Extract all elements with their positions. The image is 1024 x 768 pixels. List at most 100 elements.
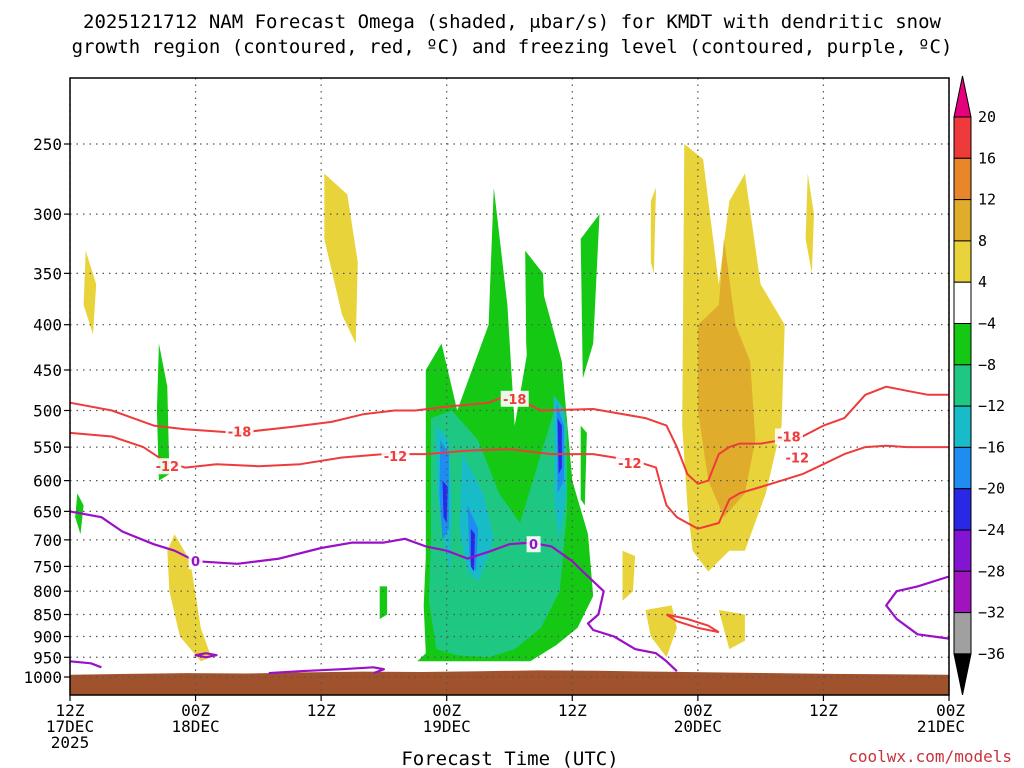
colorbar-label-3: 8 bbox=[978, 232, 987, 250]
colorbar-label-2: 12 bbox=[978, 191, 996, 209]
freezing-label-1: 0 bbox=[529, 538, 538, 553]
omega-region-20 bbox=[645, 605, 677, 658]
x-tick-label-72-1: 12Z bbox=[809, 701, 838, 720]
dgz-label-bg-0 bbox=[225, 423, 254, 440]
x-tick-label-12-2: 18DEC bbox=[171, 717, 219, 736]
y-tick-label-650: 650 bbox=[33, 502, 62, 521]
y-tick-label-900: 900 bbox=[33, 627, 62, 646]
dgz-label-0: -18 bbox=[228, 425, 252, 440]
freezing-contour-2 bbox=[194, 652, 218, 659]
colorbar-label-10: −24 bbox=[978, 521, 1005, 539]
dgz-label-6: -12 bbox=[786, 451, 810, 466]
omega-region-12 bbox=[459, 454, 494, 582]
x-tick-label-84-2: 21DEC bbox=[917, 717, 965, 736]
omega-region-6 bbox=[525, 250, 547, 455]
x-tick-label-48-1: 12Z bbox=[558, 701, 587, 720]
dgz-label-5: -18 bbox=[777, 431, 801, 446]
freezing-label-0: 0 bbox=[191, 555, 200, 570]
dgz-contour--18 bbox=[69, 385, 949, 485]
omega-region-19 bbox=[557, 418, 562, 475]
colorbar-segment-9 bbox=[953, 446, 972, 490]
colorbar-segment-1 bbox=[953, 116, 972, 159]
freezing-level-layer: 00 bbox=[69, 510, 950, 675]
y-axis: 250 300 350 400 450 500 550 600 650 700 750 800 850 9… bbox=[23, 135, 70, 687]
omega-shading-layer bbox=[75, 144, 814, 662]
omega-region-2 bbox=[167, 534, 212, 662]
x-tick-label-60-1: 00Z bbox=[683, 701, 712, 720]
y-tick-label-750: 750 bbox=[33, 557, 62, 576]
y-tick-label-700: 700 bbox=[33, 531, 62, 550]
x-axis-label: Forecast Time (UTC) bbox=[401, 748, 618, 768]
dgz-label-bg-5 bbox=[774, 428, 803, 445]
x-tick-label-0-1: 12Z bbox=[56, 701, 85, 720]
colorbar-segment-5 bbox=[953, 281, 972, 325]
colorbar-label-9: −20 bbox=[978, 480, 1005, 498]
y-tick-label-800: 800 bbox=[33, 582, 62, 601]
chart-title-line-1: 2025121712 NAM Forecast Omega (shaded, μ… bbox=[83, 11, 941, 33]
omega-region-3 bbox=[156, 343, 170, 481]
colorbar-label-6: −8 bbox=[978, 356, 996, 374]
colorbar-segment-8 bbox=[953, 405, 972, 448]
y-tick-label-600: 600 bbox=[33, 472, 62, 491]
omega-region-24 bbox=[805, 173, 814, 274]
omega-region-17 bbox=[442, 480, 448, 523]
dgz-label-4: -12 bbox=[618, 457, 642, 472]
y-tick-label-350: 350 bbox=[33, 264, 62, 283]
freezing-label-bg-1 bbox=[526, 536, 541, 553]
colorbar-label-5: −4 bbox=[978, 315, 996, 333]
freezing-label-bg-0 bbox=[188, 553, 203, 570]
plot-frame bbox=[69, 77, 950, 696]
dgz-label-bg-4 bbox=[615, 454, 644, 471]
x-tick-label-12-1: 00Z bbox=[181, 701, 210, 720]
dgz-label-2: -12 bbox=[384, 450, 408, 465]
dgz-label-bg-3 bbox=[500, 390, 529, 407]
colorbar-segment-4 bbox=[953, 240, 972, 283]
y-tick-label-850: 850 bbox=[33, 606, 62, 625]
terrain-band bbox=[70, 670, 949, 695]
freezing-contour-3 bbox=[268, 666, 385, 675]
x-tick-label-0-2: 17DEC bbox=[46, 717, 94, 736]
colorbar-segment-3 bbox=[953, 199, 972, 242]
colorbar-segment-7 bbox=[953, 364, 972, 407]
y-tick-label-500: 500 bbox=[33, 402, 62, 421]
freezing-contour-1 bbox=[69, 660, 102, 669]
y-tick-label-250: 250 bbox=[33, 135, 62, 154]
freezing-contour-4 bbox=[885, 575, 950, 640]
colorbar-label-1: 16 bbox=[978, 149, 996, 167]
omega-region-21 bbox=[622, 550, 636, 601]
x-tick-label-0-3: 2025 bbox=[51, 733, 90, 752]
omega-region-7 bbox=[580, 214, 600, 379]
omega-region-1 bbox=[324, 173, 358, 344]
omega-region-0 bbox=[83, 250, 97, 335]
colorbar-top-arrow bbox=[953, 75, 972, 118]
colorbar-label-4: 4 bbox=[978, 273, 987, 291]
terrain-layer bbox=[70, 670, 949, 695]
colorbar-label-11: −28 bbox=[978, 562, 1005, 580]
colorbar-segment-6 bbox=[953, 323, 972, 366]
colorbar-segment-2 bbox=[953, 157, 972, 201]
dgz-label-3: -18 bbox=[503, 393, 527, 408]
dgz-label-bg-6 bbox=[783, 449, 812, 466]
omega-region-23 bbox=[718, 610, 745, 650]
plot-area: -18-12-12-18-12-18-12 00 bbox=[69, 77, 950, 696]
colorbar-label-8: −16 bbox=[978, 438, 1005, 456]
dgz-contour-loop bbox=[665, 613, 720, 634]
colorbar-segment-11 bbox=[953, 529, 972, 572]
dgz-label-bg-1 bbox=[153, 458, 182, 475]
omega-region-25 bbox=[650, 187, 656, 274]
x-tick-label-36-1: 00Z bbox=[432, 701, 461, 720]
x-tick-label-60-2: 20DEC bbox=[674, 717, 722, 736]
x-tick-label-24-1: 12Z bbox=[307, 701, 336, 720]
colorbar: 20 16 12 8 4 −4 −8 −12 −16 −20 −24 −28 −32 −36 bbox=[953, 75, 1005, 696]
dgz-label-bg-2 bbox=[381, 448, 410, 465]
y-tick-label-550: 550 bbox=[33, 438, 62, 457]
dgz-label-1: -12 bbox=[156, 460, 180, 475]
x-tick-label-36-2: 19DEC bbox=[423, 717, 471, 736]
colorbar-bottom-arrow bbox=[953, 653, 972, 696]
colorbar-segment-12 bbox=[953, 570, 972, 614]
omega-region-26 bbox=[697, 238, 756, 518]
y-tick-label-300: 300 bbox=[33, 205, 62, 224]
dgz-contour-layer: -18 -12 -12 -18 -12 -18 -12 bbox=[69, 385, 949, 634]
